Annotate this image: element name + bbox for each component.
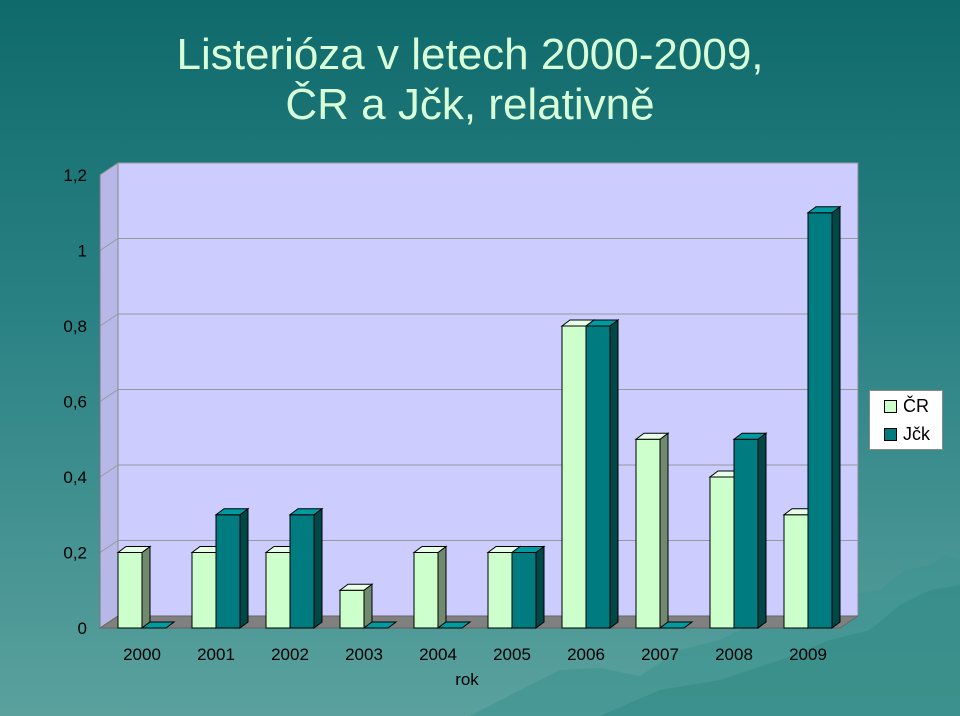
x-tick-label: 2002 [271, 645, 309, 664]
bar [338, 583, 374, 629]
bar [140, 621, 176, 629]
y-tick-label: 0,2 [63, 544, 87, 563]
bar [362, 621, 398, 629]
x-tick-label: 2004 [419, 645, 457, 664]
bar [116, 545, 152, 629]
chart-title-line-2: ČR a Jčk, relativně [285, 80, 655, 129]
x-axis-label: rok [455, 670, 479, 689]
bar [412, 545, 448, 629]
x-tick-label: 2009 [789, 645, 827, 664]
y-tick-label: 0,6 [63, 393, 87, 412]
gridline-side [99, 540, 119, 553]
bar [214, 507, 250, 629]
x-tick-label: 2007 [641, 645, 679, 664]
x-tick-label: 2008 [715, 645, 753, 664]
gridline-side [99, 162, 119, 176]
y-tick-label: 0 [78, 619, 87, 638]
y-tick-label: 1 [78, 242, 87, 261]
bar [436, 621, 472, 629]
bar [288, 507, 324, 629]
gridline-side [99, 464, 119, 478]
x-tick-label: 2000 [123, 645, 161, 664]
bar [658, 621, 694, 629]
legend-item-series-1: ČR [884, 395, 929, 417]
bar [510, 545, 546, 629]
chart-legend: ČR Jčk [869, 390, 943, 450]
chart-title: Listerióza v letech 2000-2009, ČR a Jčk,… [120, 30, 820, 130]
gridline-side [99, 313, 119, 327]
y-tick-label: 1,2 [63, 166, 87, 185]
bar [806, 205, 842, 629]
gridline-side [99, 389, 119, 402]
chart-title-line-1: Listerióza v letech 2000-2009, [176, 30, 764, 79]
y-tick-label: 0,4 [63, 468, 87, 487]
y-tick-label: 0,8 [63, 317, 87, 336]
bar [634, 432, 670, 629]
x-tick-label: 2006 [567, 645, 605, 664]
gridline-side [99, 238, 119, 251]
legend-swatch-series-1 [884, 399, 897, 413]
x-tick-label: 2001 [197, 645, 235, 664]
legend-label-series-1: ČR [903, 395, 929, 416]
legend-swatch-series-2 [884, 427, 897, 441]
x-tick-label: 2005 [493, 645, 531, 664]
legend-item-series-2: Jčk [884, 423, 930, 445]
bar [584, 319, 620, 629]
bar [732, 432, 768, 629]
x-tick-label: 2003 [345, 645, 383, 664]
legend-label-series-2: Jčk [903, 423, 930, 444]
